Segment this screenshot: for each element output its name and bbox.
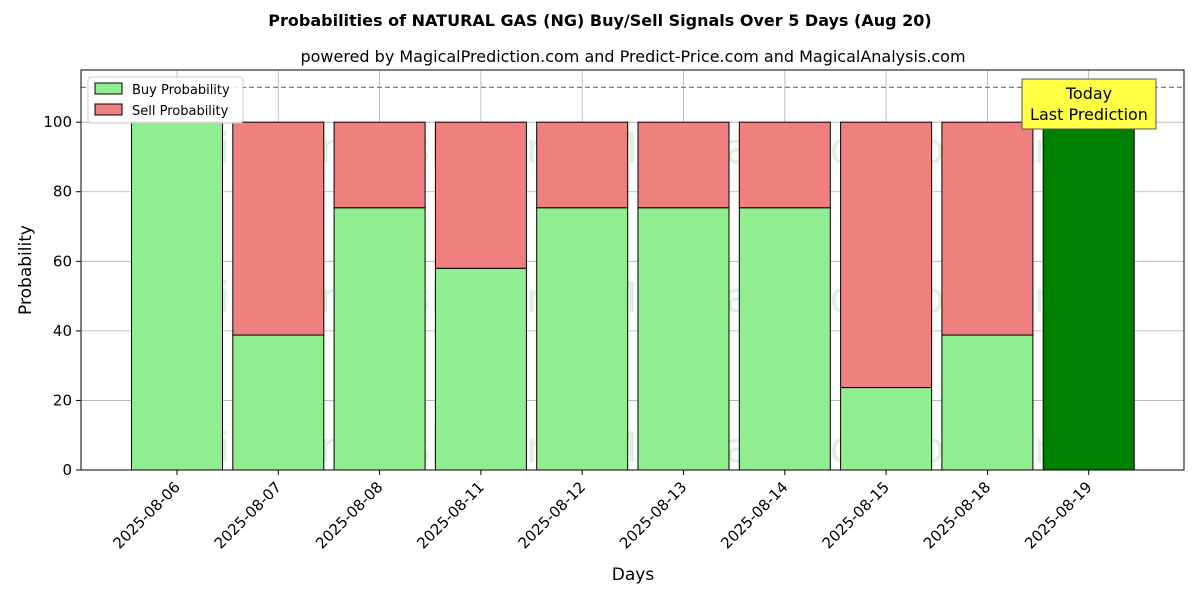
bar-buy-2025-08-14 — [738, 207, 831, 471]
legend-label-sell: Sell Probability — [132, 104, 229, 119]
legend-swatch-buy — [94, 82, 123, 95]
y-tick-label: 100 — [43, 113, 72, 131]
bar-buy-2025-08-12 — [536, 207, 629, 471]
bar-sell-2025-08-15 — [840, 121, 933, 389]
bar-buy-2025-08-15 — [840, 387, 933, 471]
y-tick-label: 80 — [53, 183, 72, 201]
bar-buy-2025-08-11 — [434, 267, 527, 471]
x-tick-label: 2025-08-08 — [312, 478, 386, 552]
bars — [131, 121, 1135, 471]
y-tick-label: 60 — [53, 252, 72, 270]
chart-subtitle: powered by MagicalPrediction.com and Pre… — [300, 47, 965, 66]
legend-box — [87, 76, 244, 124]
x-tick-label: 2025-08-06 — [109, 478, 183, 552]
bar-sell-2025-08-12 — [536, 121, 629, 209]
y-axis-label: Probability — [16, 225, 36, 315]
bar-buy-2025-08-19 — [1042, 121, 1135, 471]
y-tick-label: 40 — [53, 322, 72, 340]
bar-sell-2025-08-18 — [941, 121, 1034, 336]
bar-buy-2025-08-08 — [333, 207, 426, 471]
x-tick-label: 2025-08-15 — [819, 478, 893, 552]
bar-sell-2025-08-08 — [333, 121, 426, 209]
x-axis-label: Days — [612, 565, 655, 585]
bar-buy-2025-08-07 — [232, 334, 325, 471]
annotation-line-today: Today — [1065, 84, 1112, 103]
legend-swatch-sell — [94, 103, 123, 116]
x-tick-label: 2025-08-14 — [717, 478, 791, 552]
annotation-box — [1021, 78, 1157, 130]
x-axis-ticks: 2025-08-06 2025-08-07 2025-08-08 2025-08-11… — [109, 470, 1096, 552]
bar-sell-2025-08-14 — [738, 121, 831, 209]
y-axis-ticks: 0 20 40 60 80 100 — [43, 113, 81, 479]
x-tick-label: 2025-08-07 — [211, 478, 285, 552]
chart-title: Probabilities of NATURAL GAS (NG) Buy/Se… — [268, 11, 931, 30]
bar-sell-2025-08-13 — [637, 121, 730, 209]
today-annotation: Today Last Prediction — [1021, 78, 1157, 130]
bar-buy-2025-08-06 — [131, 121, 223, 471]
x-tick-label: 2025-08-19 — [1021, 478, 1095, 552]
legend-label-buy: Buy Probability — [132, 83, 230, 98]
x-tick-label: 2025-08-11 — [413, 478, 487, 552]
bar-buy-2025-08-18 — [941, 334, 1034, 471]
bar-sell-2025-08-07 — [232, 121, 325, 336]
x-tick-label: 2025-08-13 — [616, 478, 690, 552]
y-tick-label: 20 — [53, 391, 72, 409]
y-tick-label: 0 — [62, 461, 72, 479]
bar-buy-2025-08-13 — [637, 207, 730, 471]
x-tick-label: 2025-08-12 — [515, 478, 589, 552]
bar-sell-2025-08-11 — [434, 121, 527, 269]
legend: Buy Probability Sell Probability — [87, 76, 244, 124]
plot-frame — [80, 69, 1185, 471]
x-tick-label: 2025-08-18 — [920, 478, 994, 552]
annotation-line-last-prediction: Last Prediction — [1030, 105, 1148, 124]
